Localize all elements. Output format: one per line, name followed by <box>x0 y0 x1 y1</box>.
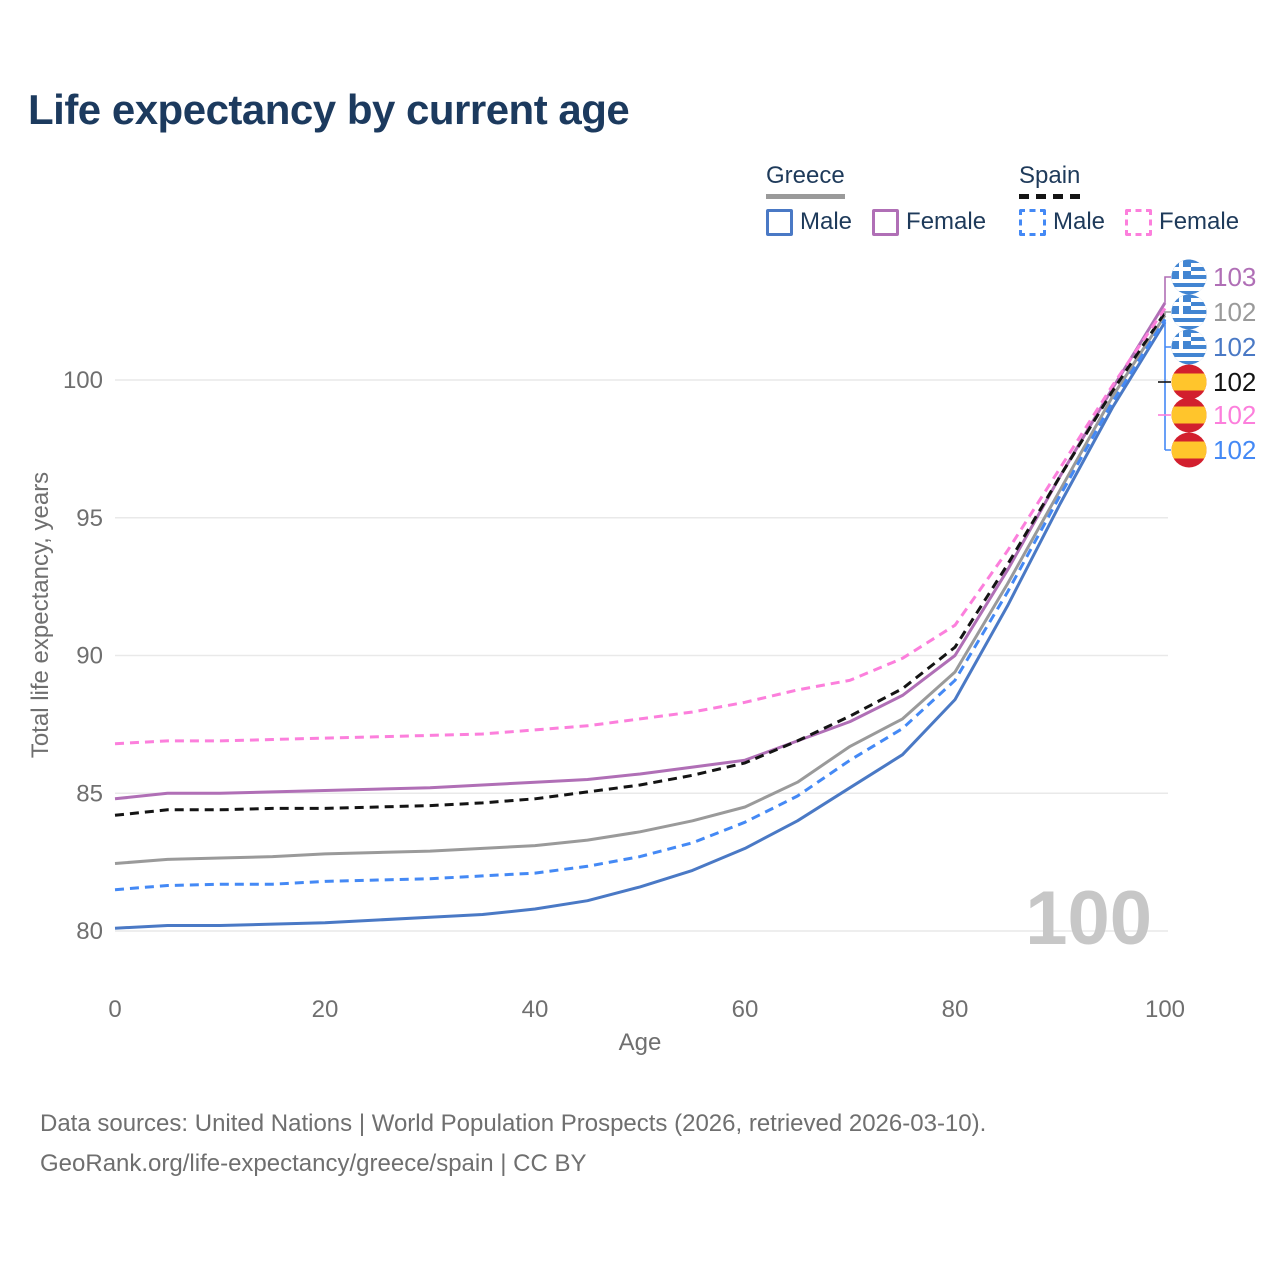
series-line-spain-female[interactable] <box>114 307 1167 746</box>
flag-spain-icon <box>1171 397 1207 433</box>
watermark-100: 100 <box>1025 876 1152 961</box>
x-axis-title: Age <box>619 1029 662 1056</box>
y-axis-title: Total life expectancy, years <box>27 472 54 758</box>
series-line-greece-male[interactable] <box>114 321 1167 930</box>
end-value-label: 102 <box>1213 367 1256 397</box>
legend-label-spain-female[interactable]: Female <box>1159 208 1240 235</box>
series-line-greece-female[interactable] <box>114 302 1167 801</box>
series-line-spain-male[interactable] <box>114 318 1167 892</box>
legend-label-spain-male[interactable]: Male <box>1053 208 1106 235</box>
x-tick-label: 40 <box>522 996 549 1023</box>
x-tick-label: 60 <box>732 996 759 1023</box>
flag-spain-icon <box>1171 364 1207 400</box>
leader-line <box>1164 319 1171 451</box>
y-tick-label: 95 <box>76 505 103 532</box>
legend-group-greece: Greece Male Female <box>766 162 986 236</box>
legend-swatch-greece-female-icon[interactable] <box>872 208 900 236</box>
legend-swatch-spain-female-icon[interactable] <box>1125 208 1153 236</box>
legend-swatch-spain-male-icon[interactable] <box>1019 208 1046 236</box>
legend-header-spain[interactable]: Spain <box>1019 162 1081 199</box>
end-value-label: 102 <box>1213 400 1256 430</box>
source-line: Data sources: United Nations | World Pop… <box>40 1110 987 1137</box>
y-tick-label: 85 <box>76 780 103 807</box>
x-tick-label: 80 <box>942 996 969 1023</box>
legend-group-spain: Spain Male Female <box>1019 162 1239 236</box>
y-tick-label: 90 <box>76 643 103 670</box>
end-value-label: 102 <box>1213 297 1256 327</box>
y-tick-label: 100 <box>63 367 103 394</box>
legend-label-greece-male[interactable]: Male <box>800 208 853 235</box>
series-line-spain-all[interactable] <box>114 311 1167 817</box>
source-note: Data sources: United Nations | World Pop… <box>40 1104 986 1184</box>
y-tick-label: 80 <box>76 918 103 945</box>
x-tick-label: 0 <box>108 996 121 1023</box>
x-tick-label: 20 <box>312 996 339 1023</box>
flag-greece-icon <box>1171 329 1207 365</box>
page-title: Life expectancy by current age <box>28 86 630 133</box>
flag-greece-icon <box>1171 294 1207 330</box>
end-value-label: 102 <box>1213 435 1256 465</box>
url-line: GeoRank.org/life-expectancy/greece/spain… <box>40 1150 587 1177</box>
legend-swatch-greece-male-icon[interactable] <box>766 208 793 236</box>
series-line-greece-all[interactable] <box>114 314 1167 865</box>
flag-spain-icon <box>1171 432 1207 468</box>
end-value-label: 102 <box>1213 332 1256 362</box>
legend-header-greece[interactable]: Greece <box>766 162 845 199</box>
leader-line <box>1164 311 1171 316</box>
leader-line <box>1164 276 1171 303</box>
x-tick-label: 100 <box>1145 996 1185 1023</box>
end-value-label: 103 <box>1213 262 1256 292</box>
legend-label-greece-female[interactable]: Female <box>906 208 987 235</box>
flag-greece-icon <box>1171 259 1207 295</box>
